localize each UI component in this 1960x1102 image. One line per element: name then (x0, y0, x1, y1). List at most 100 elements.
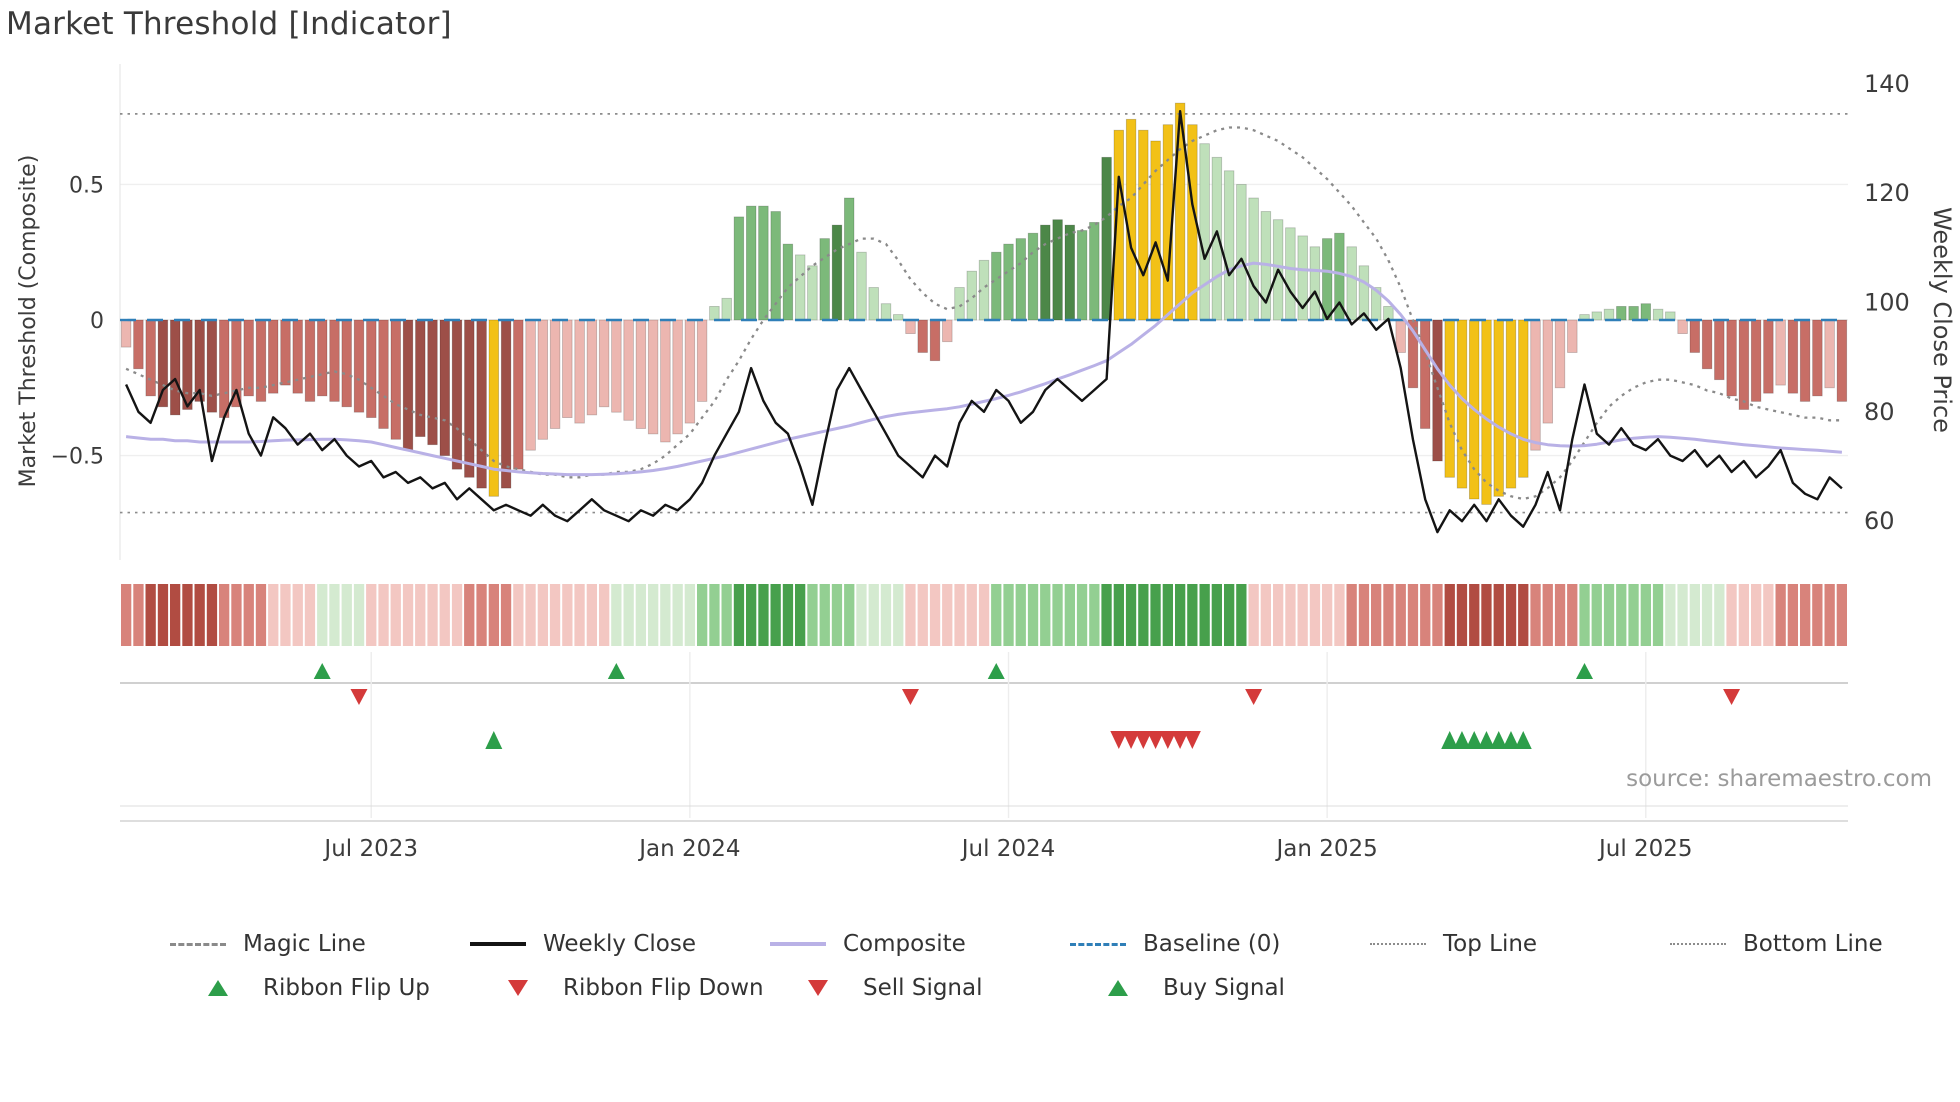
baseline-swatch (1070, 942, 1126, 946)
ribbon-cell (782, 584, 794, 646)
ribbon-cell (464, 584, 475, 646)
threshold-bar (476, 319, 487, 489)
threshold-bar (292, 319, 303, 394)
ribbon-cell (1591, 584, 1602, 646)
ribbon-cell (1003, 584, 1014, 646)
threshold-bar (917, 319, 928, 353)
ribbon-cell (1015, 584, 1026, 646)
buy-signal-marker (1502, 731, 1520, 749)
ribbon-cell (856, 584, 867, 646)
ribbon-cell (500, 584, 512, 646)
right-axis-tick-label: 80 (1864, 398, 1895, 426)
ribbon-cell (145, 584, 156, 646)
threshold-bar (1052, 219, 1063, 321)
threshold-bar (120, 319, 132, 348)
ribbon-cell (966, 584, 977, 646)
threshold-bar (1076, 230, 1088, 321)
sell-signal-marker (1110, 731, 1128, 749)
source-credit: source: sharemaestro.com (1626, 766, 1932, 792)
legend-label-bottom-line: Bottom Line (1743, 931, 1883, 957)
ribbon-cell (427, 584, 438, 646)
weekly-close-line (125, 109, 1843, 534)
legend-item-ribbon-flip-down: Ribbon Flip Down (490, 975, 790, 1001)
ribbon-cell (562, 584, 573, 646)
threshold-bar (758, 205, 769, 321)
legend-row-1: Magic Line Weekly Close Composite Baseli… (170, 922, 1960, 966)
buy-signal-marker (1441, 731, 1459, 749)
threshold-bar (1297, 235, 1308, 321)
indicator-chart: 0.5 0 −0.5 140 120 100 80 60 Jul 2023 Jan 2024 Jul… (51, 64, 1910, 862)
right-axis-tick-label: 140 (1864, 70, 1910, 98)
x-axis-tick-label: Jul 2025 (1597, 836, 1693, 862)
legend: Magic Line Weekly Close Composite Baseli… (0, 922, 1960, 1010)
ribbon-cell (1040, 584, 1051, 646)
threshold-bar (341, 319, 352, 408)
threshold-bar (1346, 246, 1357, 321)
threshold-bar (1027, 232, 1039, 321)
threshold-bar (905, 319, 916, 335)
ribbon-flip-up-marker (607, 663, 625, 679)
threshold-bar (1787, 319, 1799, 394)
ribbon-cell (1297, 584, 1308, 646)
weekly-close-swatch (470, 942, 526, 946)
ribbon-cell (1150, 584, 1161, 646)
threshold-bar (316, 319, 328, 397)
threshold-bar (868, 287, 879, 321)
composite-line (125, 261, 1843, 477)
threshold-bar (1640, 303, 1652, 321)
threshold-bar (733, 216, 745, 321)
ribbon-cell (758, 584, 769, 646)
right-axis-tick-label: 120 (1864, 179, 1910, 207)
threshold-bar (1567, 319, 1578, 353)
threshold-bar (1040, 224, 1051, 321)
threshold-bar (525, 319, 536, 451)
legend-label-sell-signal: Sell Signal (863, 975, 983, 1001)
threshold-bar (807, 265, 818, 321)
ribbon-cell (672, 584, 683, 646)
ribbon-cell (1211, 584, 1222, 646)
buy-signal-marker (1465, 731, 1483, 749)
threshold-bar (402, 319, 414, 451)
composite-swatch (770, 942, 826, 946)
right-axis-title: Weekly Close Price (1928, 207, 1956, 433)
ribbon-cell (1175, 584, 1186, 646)
threshold-bar (169, 319, 181, 416)
threshold-bar (623, 319, 634, 421)
threshold-bar (353, 319, 365, 413)
ribbon-flip-up-swatch (190, 980, 246, 996)
ribbon-cell (1285, 584, 1296, 646)
threshold-bar (562, 319, 573, 418)
threshold-bar (218, 319, 230, 418)
buy-signal-marker (1490, 731, 1508, 749)
threshold-bar (1309, 246, 1321, 321)
ribbon-cell (586, 584, 597, 646)
legend-label-baseline: Baseline (0) (1143, 931, 1281, 957)
ribbon-cell (194, 584, 205, 646)
ribbon-cell (1101, 584, 1112, 646)
ribbon-flip-down-swatch (490, 980, 546, 996)
ribbon-cell (451, 584, 463, 646)
ribbon-cell (1579, 584, 1590, 646)
buy-signal-marker (1453, 731, 1471, 749)
ribbon-cell (206, 584, 218, 646)
threshold-bar (954, 287, 965, 321)
ribbon-cell (1395, 584, 1406, 646)
ribbon-cell (121, 584, 132, 646)
threshold-bar (635, 319, 647, 429)
ribbon-cell (1505, 584, 1517, 646)
ribbon-cell (268, 584, 279, 646)
threshold-bar (1089, 221, 1100, 321)
ribbon-cell (1775, 584, 1786, 646)
threshold-bar (1101, 156, 1112, 321)
threshold-bar (157, 319, 169, 408)
ribbon-flip-up-marker (313, 663, 331, 679)
x-axis-tick-label: Jan 2025 (1274, 836, 1377, 862)
threshold-bar (1554, 319, 1566, 389)
threshold-bar (500, 319, 512, 489)
ribbon-cell (844, 584, 855, 646)
threshold-bar (1199, 143, 1210, 321)
threshold-bar (1603, 308, 1615, 321)
ribbon-cell (402, 584, 414, 646)
threshold-bar (696, 319, 708, 402)
